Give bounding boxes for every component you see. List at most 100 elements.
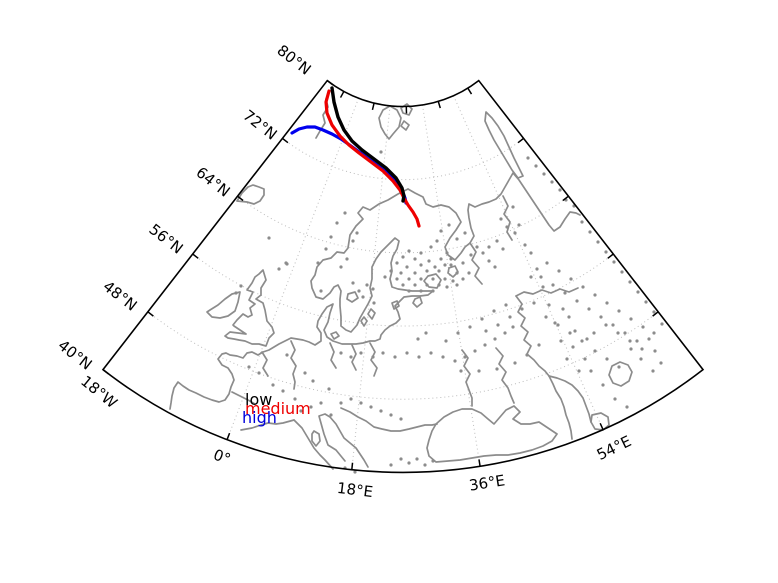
coastline-path-21 [340,407,438,432]
island-speckle [599,315,603,319]
island-speckle [359,351,363,355]
island-speckle [532,301,536,305]
island-speckle [580,220,584,224]
island-speckle [407,461,411,465]
tick-right-56 [607,253,614,259]
coastline-path-9 [484,111,524,179]
island-speckle [389,269,393,273]
island-speckle [492,309,496,313]
island-speckle [625,405,629,409]
island-speckle [550,180,554,184]
island-speckle [484,329,488,333]
tick-bottom-18 [351,462,354,470]
island-speckle [577,369,581,373]
island-speckle [587,307,591,311]
island-speckle [593,349,597,353]
island-speckle [277,267,281,271]
island-speckle [433,265,437,269]
island-speckle [395,261,399,265]
island-speckle [571,345,575,349]
island-speckle [369,405,373,409]
island-speckle [393,355,397,359]
coastline-path-1 [407,172,581,261]
legend-label-low: low [245,390,273,409]
island-speckle [399,457,403,461]
island-speckle [553,321,557,325]
coastline-path-7 [400,120,410,131]
island-speckle [311,379,315,383]
island-speckle [445,251,449,255]
island-speckle [379,150,383,154]
coastline-path-39 [231,391,256,405]
island-speckle [575,299,579,303]
island-speckle [611,323,615,327]
gridline-meridian-0 [226,98,360,440]
island-speckle [601,383,605,387]
island-speckle [359,401,363,405]
coastline-path-30 [311,430,321,447]
island-speckle [635,339,639,343]
island-speckle [423,463,427,467]
coastline-path-23 [261,351,269,377]
coastline-path-0 [169,188,434,410]
island-speckle [355,231,359,235]
coastline-path-29 [240,419,295,431]
island-speckle [413,271,417,275]
island-speckle [371,355,375,359]
island-speckle [407,249,411,253]
island-speckle [339,401,343,405]
island-speckle [303,371,307,375]
island-speckle [247,365,251,369]
tick-right-48 [652,311,659,317]
island-speckle [407,277,411,281]
coastline-path-28 [318,413,369,468]
island-speckle [335,221,339,225]
island-speckle [425,269,429,273]
island-speckle [351,281,355,285]
island-speckle [468,325,472,329]
island-speckle [535,267,539,271]
coastline-path-24 [369,342,378,377]
tick-top-63 [467,87,473,95]
island-speckle [563,291,567,295]
island-speckle [345,257,349,261]
island-speckle [415,457,419,461]
island-speckle [459,369,463,373]
coastline-path-35 [367,308,376,320]
island-speckle [617,365,621,369]
island-speckle [508,315,512,319]
island-speckle [640,347,644,351]
island-speckle [339,265,343,269]
island-speckle [592,331,596,335]
island-speckle [556,323,560,327]
island-speckle [453,359,457,363]
island-speckle [439,229,443,233]
tick-left-48 [147,311,154,317]
trajectory-low [330,86,406,203]
island-speckle [343,211,347,215]
island-speckle [447,223,451,227]
island-speckle [568,331,572,335]
island-speckle [605,357,609,361]
coastline-path-12 [548,375,592,423]
island-speckle [541,285,545,289]
island-speckle [329,413,333,417]
coastline-path-32 [447,265,459,278]
island-speckle [503,331,507,335]
island-speckle [463,355,467,359]
island-speckle [319,289,323,293]
tick-bottom-54 [599,422,604,430]
island-speckle [542,172,546,176]
tick-top-45 [437,101,441,109]
coastline-path-36 [360,316,368,327]
island-speckle [349,355,353,359]
island-speckle [660,322,664,326]
island-speckle [257,371,261,375]
island-speckle [557,269,561,273]
coastline-path-33 [346,291,359,303]
island-speckle [589,369,593,373]
island-speckle [449,257,453,261]
tick-top--9 [339,91,345,98]
island-speckle [449,263,453,267]
island-speckle [558,188,562,192]
